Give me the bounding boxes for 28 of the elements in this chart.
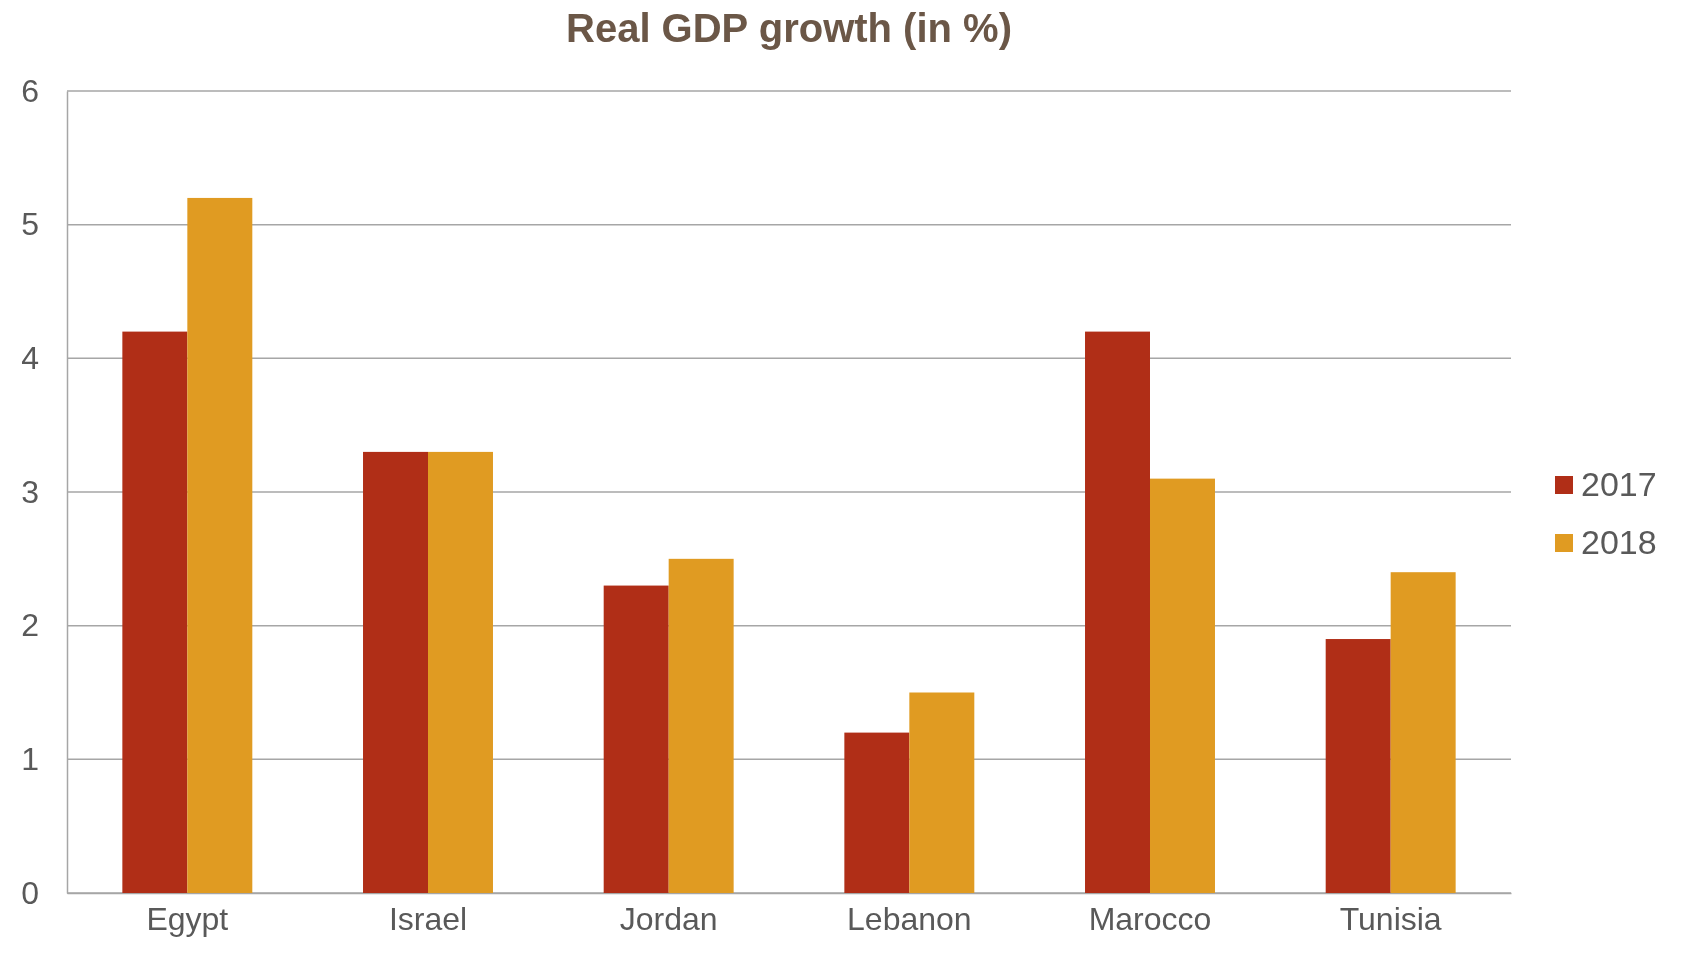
x-tick-label: Jordan: [619, 900, 718, 937]
bar: [844, 732, 910, 893]
y-tick-label: 6: [21, 72, 39, 109]
chart-title: Real GDP growth (in %): [566, 6, 1012, 50]
legend-label: 2017: [1581, 465, 1657, 503]
y-tick-label: 5: [21, 206, 39, 243]
x-tick-label: Israel: [388, 900, 468, 937]
x-tick-label: Lebanon: [847, 900, 972, 937]
x-tick-label: Marocco: [1088, 900, 1212, 937]
x-tick-label: Tunisia: [1339, 900, 1442, 937]
y-tick-label: 2: [21, 607, 39, 644]
bar: [187, 197, 253, 893]
y-tick-label: 3: [21, 473, 39, 510]
bar: [1150, 478, 1215, 893]
y-tick-label: 0: [21, 874, 39, 911]
y-tick-label: 1: [21, 741, 39, 778]
bar: [909, 692, 975, 893]
legend-label: 2018: [1581, 523, 1657, 561]
bar: [363, 451, 428, 893]
y-tick-label: 4: [21, 340, 39, 377]
bar: [428, 451, 493, 893]
bar: [668, 558, 734, 893]
bar: [1085, 331, 1150, 893]
x-tick-label: Egypt: [146, 900, 229, 937]
bar: [122, 331, 188, 893]
bar: [1390, 572, 1456, 893]
bar: [603, 585, 669, 893]
bar: [1325, 639, 1391, 893]
